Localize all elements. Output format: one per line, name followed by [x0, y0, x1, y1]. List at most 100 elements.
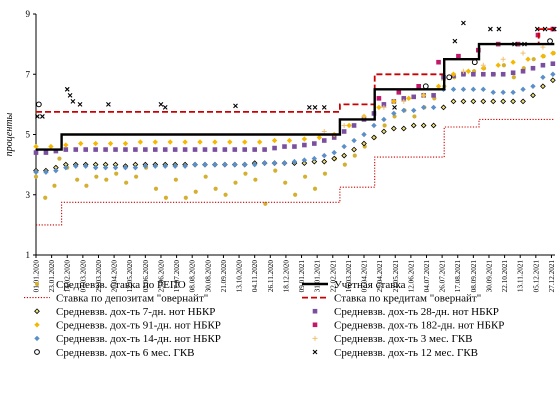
x-tick-label: 14.02.2020: [64, 260, 72, 293]
point-n7: [301, 160, 308, 166]
point-n14: [341, 143, 347, 150]
x-tick-label: 07.04.2021: [361, 260, 369, 293]
point-n28: [341, 129, 347, 134]
point-n14: [63, 164, 69, 171]
legend-item-repo: Средневзв. ставка по РЕПО: [34, 279, 186, 291]
x-tick-label: 29.03.2020: [95, 260, 103, 293]
x-tick-label: 09.01.2021: [298, 260, 306, 293]
legend-label-g12: Средневзв. дох-ть 12 мес. ГКВ: [334, 347, 478, 359]
legend-label-discount: Учетная ставка: [334, 279, 406, 291]
point-n7: [410, 122, 417, 129]
point-n14: [53, 167, 59, 174]
point-n91: [78, 140, 84, 147]
x-tick-label: 26.11.2020: [267, 260, 275, 292]
x-tick-label: 26.07.2021: [439, 260, 447, 293]
point-repo: [511, 75, 516, 80]
point-n28: [113, 147, 118, 152]
point-n91: [33, 143, 39, 150]
point-n14: [162, 163, 168, 169]
legend-label-g6: Средневзв. дох-ть 6 мес. ГКВ: [56, 347, 195, 359]
chart-legend: Средневзв. ставка по РЕПО Учетная ставкаС…: [24, 279, 504, 359]
x-tick-label: 22.10.2021: [501, 260, 509, 293]
point-n91: [435, 83, 442, 89]
point-g12: [452, 38, 458, 44]
point-g12: [392, 104, 397, 110]
point-n28: [282, 144, 287, 149]
point-g3: [480, 62, 486, 68]
series-n14: [33, 71, 556, 175]
point-n14: [232, 161, 238, 168]
point-g12: [70, 98, 76, 104]
point-repo: [233, 180, 238, 185]
point-n28: [510, 70, 516, 76]
point-repo: [412, 114, 417, 119]
x-tick-label: 08.08.2020: [189, 260, 197, 293]
point-g3: [421, 92, 427, 98]
point-n28: [152, 147, 158, 152]
point-g6: [471, 59, 478, 66]
series-g12: [35, 20, 557, 119]
x-tick-label: 03.06.2020: [142, 260, 150, 293]
legend-symbol-n182: [312, 322, 318, 328]
point-n28: [33, 150, 39, 155]
point-g3: [460, 68, 466, 74]
legend-symbol-g6: [34, 349, 40, 355]
point-repo: [283, 180, 288, 185]
point-n91: [122, 140, 129, 147]
point-n91: [346, 122, 352, 129]
legend-item-credit: Ставка по кредитам "овернайт": [302, 292, 481, 304]
point-n91: [286, 137, 293, 144]
point-n14: [43, 169, 49, 175]
x-tick-label: 17.07.2020: [173, 260, 181, 293]
point-n7: [470, 98, 477, 105]
legend-symbol-n91: [34, 322, 40, 328]
point-repo: [531, 57, 536, 62]
point-repo: [94, 174, 99, 179]
point-n14: [321, 152, 327, 159]
point-g12: [64, 86, 70, 92]
point-n28: [471, 71, 476, 77]
point-g12: [461, 20, 466, 26]
point-n14: [510, 89, 516, 96]
point-n91: [107, 140, 114, 147]
legend-item-n91: Средневзв. дох-ть 91-дн. нот НБКР: [34, 320, 221, 332]
point-n7: [450, 98, 457, 105]
point-g3: [540, 44, 546, 50]
point-n91: [510, 59, 516, 65]
legend-symbol-n14: [34, 335, 40, 342]
point-repo: [43, 195, 48, 200]
point-n14: [92, 164, 99, 171]
point-n91: [48, 143, 54, 150]
point-n14: [430, 104, 437, 111]
point-n28: [411, 94, 417, 100]
point-n14: [530, 83, 536, 89]
point-g3: [500, 56, 506, 62]
point-n28: [232, 147, 238, 152]
series-n28: [33, 61, 556, 155]
point-n28: [272, 145, 277, 151]
y-tick-label: 3: [26, 190, 31, 200]
point-n91: [256, 139, 263, 145]
x-tick-label: 20.04.2020: [111, 260, 119, 293]
series-credit: [36, 28, 555, 113]
x-tick-label: 04.11.2020: [251, 260, 259, 292]
point-g12: [496, 26, 502, 32]
point-n14: [361, 131, 367, 138]
chart-plot-area: [33, 20, 557, 226]
point-repo: [124, 180, 129, 185]
legend-label-n7: Средневзв. дох-ть 7-дн. нот НБКР: [56, 306, 215, 318]
legend-symbol-g3: [312, 335, 318, 341]
point-repo: [382, 123, 387, 128]
y-axis-title: проценты: [4, 112, 15, 156]
point-n91: [540, 53, 546, 59]
x-tick-label: 25.06.2020: [157, 260, 165, 293]
x-tick-label: 01.01.2020: [33, 260, 41, 293]
point-n14: [550, 71, 556, 77]
point-n91: [63, 142, 69, 148]
point-g12: [106, 101, 111, 107]
point-n91: [480, 65, 486, 71]
point-n91: [495, 62, 501, 68]
series-discount: [36, 42, 555, 151]
point-n28: [540, 62, 546, 68]
